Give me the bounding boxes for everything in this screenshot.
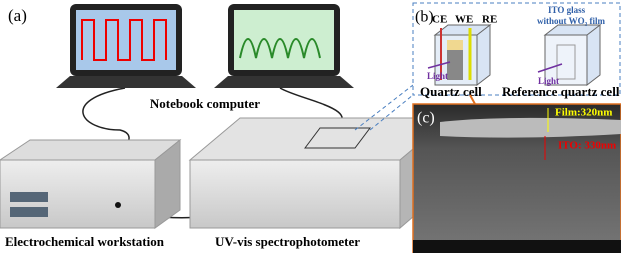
panel-label: (a) — [8, 6, 27, 25]
laptop-base — [214, 76, 354, 88]
electrode-label: RE — [482, 14, 497, 26]
ito-note: ITO glass — [548, 5, 586, 15]
laptop-base — [56, 76, 196, 88]
workstation-label: Electrochemical workstation — [5, 234, 165, 249]
spectro-front — [190, 160, 400, 228]
sem-footer — [413, 240, 621, 253]
notebook-label: Notebook computer — [150, 96, 260, 111]
workstation-top — [0, 140, 180, 160]
we-top — [447, 40, 463, 50]
connector — [115, 202, 121, 208]
panel-label: (c) — [417, 110, 435, 127]
slot — [10, 192, 48, 202]
page: Notebook computer (a) Electrochemical wo… — [0, 0, 621, 253]
cell-label: Reference quartz cell — [502, 84, 620, 99]
ito-note: without WO₃ film — [537, 16, 606, 26]
film-label: Film:320nm — [555, 107, 612, 119]
film-layer — [440, 118, 621, 138]
spectro-label: UV-vis spectrophotometer — [215, 234, 360, 249]
figure: Notebook computer (a) Electrochemical wo… — [0, 0, 621, 253]
electrode-label: WE — [455, 14, 473, 26]
cell-label: Quartz cell — [420, 84, 482, 99]
slot — [10, 207, 48, 217]
ito-label: ITO: 330nm — [558, 140, 616, 152]
light-label: Light — [427, 71, 448, 81]
electrode-label: CE — [432, 14, 447, 26]
panel-label: (b) — [415, 9, 434, 26]
